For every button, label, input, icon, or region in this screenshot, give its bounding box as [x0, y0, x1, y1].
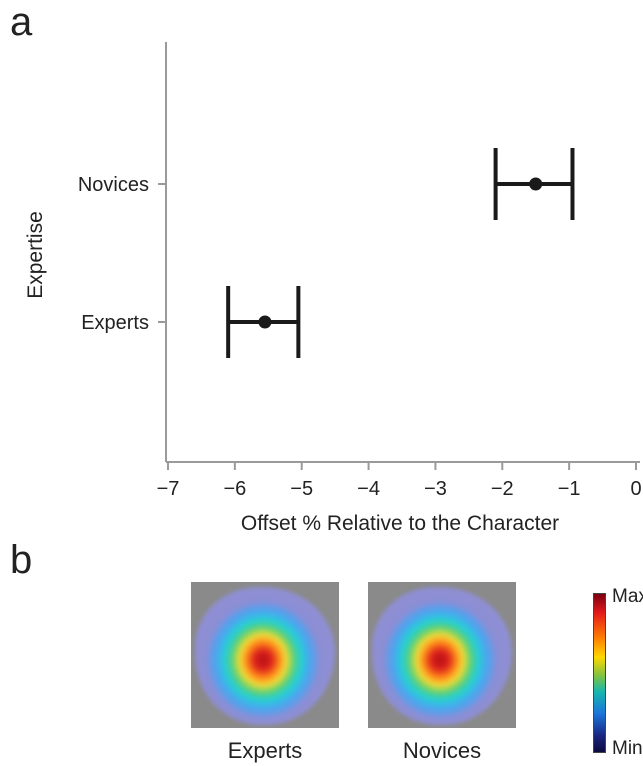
data-point	[258, 315, 272, 329]
data-point	[529, 177, 543, 191]
x-tick-label: −4	[357, 478, 380, 500]
x-tick-label: 0	[630, 478, 641, 500]
x-tick-label: −7	[157, 478, 180, 500]
heatmap-experts-label: Experts	[227, 738, 303, 763]
x-axis-label: Offset % Relative to the Character	[241, 512, 559, 535]
heatmap-layer	[434, 654, 446, 666]
x-tick-label: −5	[290, 478, 313, 500]
y-tick-label: Novices	[78, 174, 149, 196]
y-ticks: Novices Experts	[78, 174, 166, 334]
heatmap-novices	[368, 582, 516, 728]
heatmap-novices-label: Novices	[402, 738, 482, 763]
x-tick-label: −1	[558, 478, 581, 500]
x-tick-label: −6	[223, 478, 246, 500]
panel-b-label: b	[10, 538, 33, 582]
colorbar	[593, 593, 606, 753]
panel-a-label: a	[10, 0, 33, 44]
heatmap-experts	[191, 582, 339, 728]
heatmap-layer	[257, 654, 269, 666]
data-marks	[226, 148, 575, 358]
colorbar-max-label: Max	[612, 586, 643, 607]
x-tick-label: −3	[424, 478, 447, 500]
y-tick-label: Experts	[81, 312, 149, 334]
colorbar-min-label: Min	[612, 738, 643, 759]
offset-chart: −7 −6 −5 −4 −3 −2 −1 0 Novices Experts Offset % …	[24, 42, 642, 535]
x-ticks: −7 −6 −5 −4 −3 −2 −1 0	[157, 462, 642, 500]
x-tick-label: −2	[491, 478, 514, 500]
y-axis-label: Expertise	[24, 211, 47, 299]
